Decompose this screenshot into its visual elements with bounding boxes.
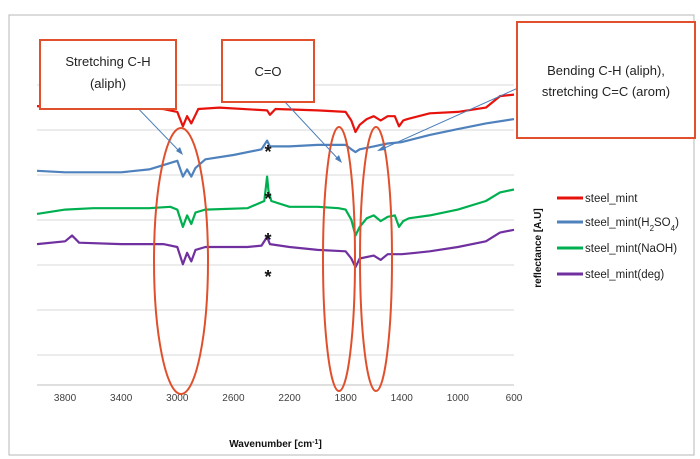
star-marker-steel-mint-naoh: * [264,230,271,250]
callout-text-stretching-ch-line1: Stretching C-H [65,54,150,69]
x-tick-label-2200: 2200 [278,393,301,404]
x-axis-title: Wavenumber [cm-1] [229,439,322,451]
highlight-ellipses [153,126,393,395]
x-tick-label-1800: 1800 [335,393,358,404]
arrow-head-ch-aliph [176,147,183,155]
legend-label-steel-mint-h2so4: steel_mint(H2SO4) [585,217,679,233]
callout-text-bending-ch-line1: Bending C-H (aliph), [547,63,665,78]
arrow-cc-arom [379,87,519,151]
arrow-co [284,101,341,162]
series-layer [36,93,515,269]
x-tick-label-1000: 1000 [447,393,470,404]
annotation-stars: * * * * [264,142,271,287]
legend-label-steel-mint-naoh: steel_mint(NaOH) [585,243,677,255]
arrow-head-co [335,155,342,163]
callout-box-bending-ch [516,21,696,139]
star-marker-steel-mint: * [264,142,271,162]
callout-boxes: Stretching C-H (aliph) C=O Bending C-H (… [39,21,696,139]
x-tick-label-3800: 3800 [54,393,77,404]
callout-box-stretching-ch [39,39,177,110]
callout-arrows [129,87,519,163]
legend-label-steel-mint-deg: steel_mint(deg) [585,269,664,281]
series-line-steel-mint-naoh- [36,175,515,237]
callout-text-stretching-ch-line2: (aliph) [90,76,126,91]
x-tick-label-3400: 3400 [110,393,133,404]
x-tick-label-1400: 1400 [391,393,414,404]
ellipse-co-region [322,126,356,392]
x-tick-label-3000: 3000 [166,393,189,404]
x-tick-label-600: 600 [506,393,523,404]
series-line-steel-mint-deg- [36,228,515,269]
callout-box-co [221,39,315,103]
series-line-steel-mint [36,93,515,134]
x-tick-labels: 3800 3400 3000 2600 2200 1800 1400 1000 600 [54,393,523,404]
callout-text-bending-ch-line2: stretching C=C (arom) [542,84,670,99]
legend-label-steel-mint: steel_mint [585,193,638,205]
legend: steel_mint steel_mint(H2SO4) steel_mint(… [557,193,679,281]
arrow-head-cc-arom [377,145,386,151]
x-tick-label-2600: 2600 [222,393,245,404]
ellipse-ch-aliph-region [153,127,209,395]
ellipse-cc-arom-region [359,126,393,392]
y-axis-title: reflectance [A.U] [533,208,544,287]
star-marker-steel-mint-deg: * [264,267,271,287]
callout-text-co: C=O [254,64,281,79]
star-marker-steel-mint-h2so4: * [264,189,271,209]
